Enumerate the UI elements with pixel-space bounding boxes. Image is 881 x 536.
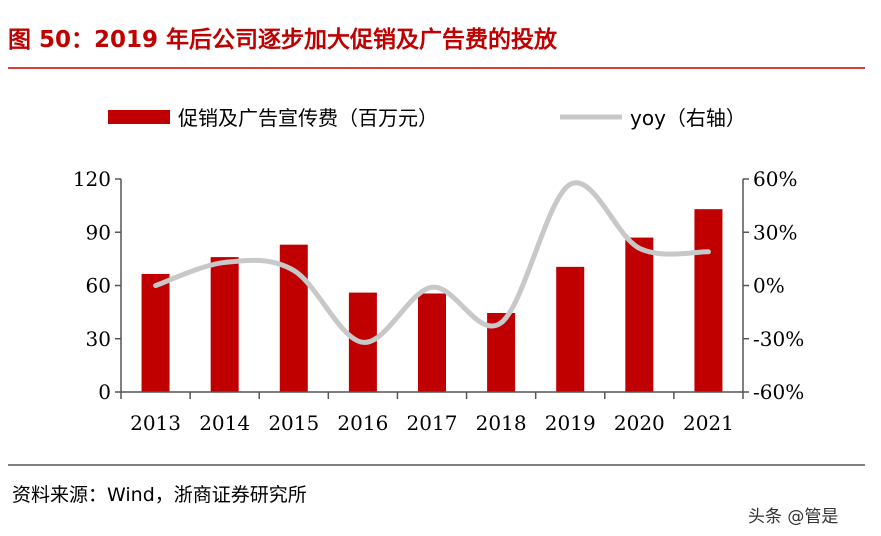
left-tick-label: 90: [86, 220, 111, 244]
x-tick-label: 2014: [199, 411, 250, 435]
right-tick-label: -30%: [753, 327, 804, 351]
legend-line-label: yoy（右轴）: [630, 106, 746, 130]
yoy-line: [153, 180, 711, 345]
x-tick-label: 2013: [130, 411, 181, 435]
bar-2017: [418, 293, 446, 392]
legend-bar-label: 促销及广告宣传费（百万元）: [178, 106, 438, 130]
bar-2013: [141, 273, 170, 392]
bar-2021: [694, 209, 723, 392]
right-tick-label: 30%: [753, 220, 797, 244]
x-tick-label: 2018: [476, 411, 527, 435]
bar-2020: [625, 237, 654, 392]
x-tick-label: 2021: [683, 411, 734, 435]
legend-bar-swatch: [108, 110, 170, 124]
x-tick-label: 2017: [407, 411, 458, 435]
bar-2014: [210, 257, 239, 392]
left-tick-label: 30: [86, 327, 111, 351]
x-tick-label: 2020: [614, 411, 665, 435]
left-tick-label: 0: [98, 380, 111, 404]
source-note: 资料来源：Wind，浙商证券研究所: [12, 484, 307, 506]
right-tick-label: 0%: [753, 274, 785, 298]
x-tick-label: 2016: [337, 411, 388, 435]
bar-2019: [556, 266, 585, 392]
left-tick-label: 60: [86, 274, 111, 298]
right-tick-label: -60%: [753, 380, 804, 404]
x-tick-label: 2015: [268, 411, 319, 435]
x-tick-label: 2019: [545, 411, 596, 435]
right-tick-label: 60%: [753, 167, 797, 191]
chart-title: 图 50：2019 年后公司逐步加大促销及广告费的投放: [8, 27, 558, 53]
left-tick-label: 120: [73, 167, 111, 191]
watermark: 头条 @管是: [748, 507, 839, 527]
